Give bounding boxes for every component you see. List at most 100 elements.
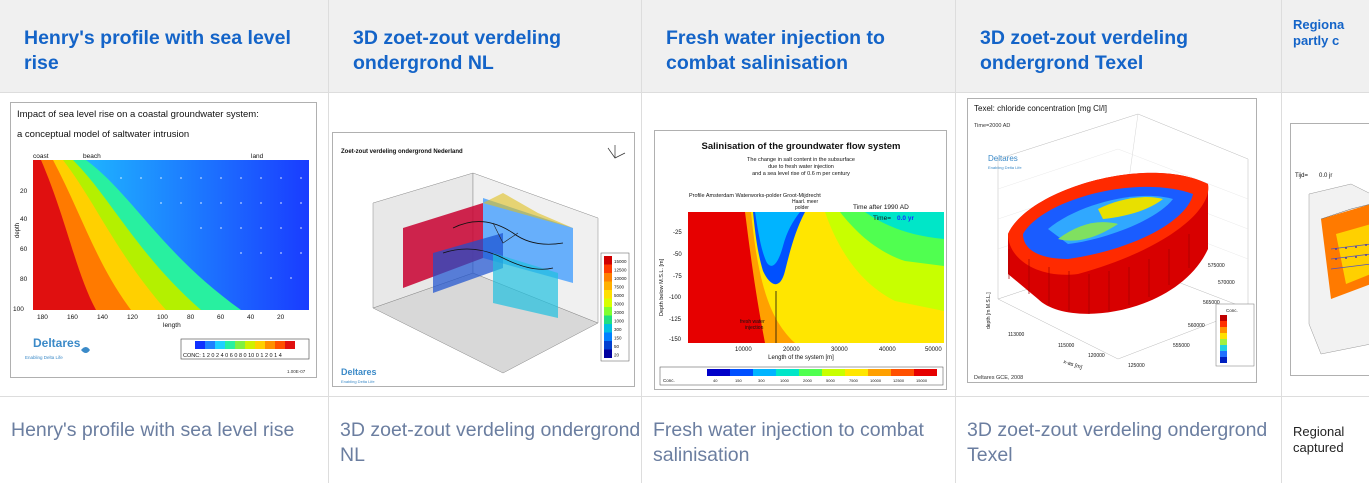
henry-caption: Henry's profile with sea level rise bbox=[11, 419, 295, 441]
conc-label: Conc. bbox=[663, 378, 675, 383]
legend-label: 7500 bbox=[614, 285, 625, 290]
texel-tick: 113000 bbox=[1008, 332, 1025, 338]
injection-title-link[interactable]: Fresh water injection to combat salinisa… bbox=[666, 27, 885, 74]
injection-xtick: 50000 bbox=[925, 347, 942, 353]
legend-label: 10000 bbox=[614, 276, 627, 281]
conc-value: 1000 bbox=[780, 378, 790, 383]
injection-ytick: -25 bbox=[673, 230, 682, 236]
regional-caption-line: Regional bbox=[1293, 424, 1345, 439]
nl-caption: 3D zoet-zout verdeling ondergrond NL bbox=[340, 419, 641, 466]
regional-time-value: 0.0 jr bbox=[1319, 173, 1332, 179]
henry-xtick: 80 bbox=[187, 314, 195, 321]
texel-conc-label: Conc. bbox=[1226, 308, 1238, 313]
conc-value: 12500 bbox=[893, 378, 905, 383]
injection-ytick: -100 bbox=[669, 295, 682, 301]
texel-3d-image[interactable]: Texel: chloride concentration [mg Cl/l] … bbox=[967, 98, 1257, 383]
column-header: 3D zoet-zout verdeling ondergrond NL bbox=[329, 0, 642, 93]
gallery-column-nl: 3D zoet-zout verdeling ondergrond NL Zoe… bbox=[329, 0, 642, 483]
henry-ytick: 40 bbox=[20, 216, 28, 223]
texel-tick: 560000 bbox=[1188, 323, 1205, 329]
henry-ytick: 20 bbox=[20, 188, 28, 195]
texel-tick: 125000 bbox=[1128, 363, 1145, 369]
injection-profile: Profile Amsterdam Waterworks-polder Groo… bbox=[689, 193, 821, 199]
injection-heading: Salinisation of the groundwater flow sys… bbox=[702, 141, 901, 152]
texel-time: Time=2000 AD bbox=[974, 123, 1010, 129]
regional-title-link[interactable]: Regiona partly c bbox=[1293, 17, 1369, 49]
conc-value: 7500 bbox=[849, 378, 859, 383]
henry-xtick: 40 bbox=[247, 314, 255, 321]
legend-label: 15000 bbox=[614, 259, 627, 264]
texel-xlabel: x-as [m] bbox=[1062, 359, 1083, 371]
nl-title-link[interactable]: 3D zoet-zout verdeling ondergrond NL bbox=[353, 27, 562, 74]
injection-image[interactable]: Salinisation of the groundwater flow sys… bbox=[654, 130, 947, 390]
regional-time-label: Tijd= bbox=[1295, 173, 1308, 179]
column-header: 3D zoet-zout verdeling ondergrond Texel bbox=[956, 0, 1282, 93]
legend-label: 300 bbox=[614, 327, 622, 332]
conc-value: 300 bbox=[758, 378, 765, 383]
injection-caption: Fresh water injection to combat salinisa… bbox=[653, 419, 924, 466]
henry-colorbar bbox=[195, 341, 295, 349]
regional-caption-line: captured bbox=[1293, 440, 1344, 455]
texel-footer: Deltares GCE, 2008 bbox=[974, 375, 1023, 381]
henry-xtick: 140 bbox=[97, 314, 108, 321]
injection-time-after: Time after 1990 AD bbox=[853, 204, 909, 211]
henry-title-link[interactable]: Henry's profile with sea level rise bbox=[24, 27, 291, 74]
texel-tick: 120000 bbox=[1088, 353, 1105, 359]
legend-label: 1000 bbox=[614, 319, 625, 324]
henry-heading-1: Impact of sea level rise on a coastal gr… bbox=[17, 109, 259, 120]
injection-sub3: and a sea level rise of 0.6 m per centur… bbox=[752, 171, 850, 177]
henry-ylabel: depth bbox=[15, 223, 21, 238]
image-cell: Tijd= 0.0 jr bbox=[1282, 93, 1369, 397]
deltares-tagline: Enabling Delta Life bbox=[341, 379, 375, 384]
texel-legend: Conc. bbox=[1215, 303, 1255, 367]
deltares-logo: Deltares bbox=[33, 336, 81, 350]
caption-cell: Fresh water injection to combat salinisa… bbox=[642, 397, 956, 483]
texel-heading: Texel: chloride concentration [mg Cl/l] bbox=[974, 104, 1107, 113]
nl-3d-image[interactable]: Zoet-zout verdeling ondergrond Nederland… bbox=[332, 132, 635, 387]
henry-xlabel: length bbox=[163, 322, 181, 329]
conc-value: 2000 bbox=[803, 378, 813, 383]
regional-image[interactable]: Tijd= 0.0 jr bbox=[1290, 123, 1369, 376]
haarl-label-1: Haarl. meer bbox=[792, 199, 818, 205]
legend-label: 2000 bbox=[614, 310, 625, 315]
top-label-beach: beach bbox=[83, 153, 101, 160]
henry-xtick: 60 bbox=[217, 314, 225, 321]
gallery-column-texel: 3D zoet-zout verdeling ondergrond Texel … bbox=[956, 0, 1282, 483]
column-header: Regiona partly c bbox=[1282, 0, 1369, 93]
image-cell: Zoet-zout verdeling ondergrond Nederland… bbox=[329, 93, 642, 397]
axis-orientation-icon bbox=[607, 145, 626, 159]
injection-time-label: Time= bbox=[873, 215, 891, 222]
injection-colorbar: Conc. 40 150 300 1000 2000 5000 7500 100… bbox=[659, 366, 944, 386]
henry-heading-2: a conceptual model of saltwater intrusio… bbox=[17, 129, 189, 140]
henry-conc-label: CONC: 1 2 0 2 4 0 6 0 8 0 10 0 1 2 0 1 4 bbox=[183, 353, 282, 359]
nl-heading: Zoet-zout verdeling ondergrond Nederland bbox=[341, 149, 463, 155]
henry-ytick: 60 bbox=[20, 246, 28, 253]
caption-cell: Henry's profile with sea level rise bbox=[0, 397, 329, 483]
regional-title-line: partly c bbox=[1293, 33, 1340, 48]
top-label-coast: coast bbox=[33, 153, 49, 160]
henry-xtick: 20 bbox=[277, 314, 285, 321]
injection-xtick: 10000 bbox=[735, 347, 752, 353]
image-cell: Salinisation of the groundwater flow sys… bbox=[642, 93, 956, 397]
injection-label-1: fresh water bbox=[740, 319, 765, 325]
legend-label: 50 bbox=[614, 344, 620, 349]
column-header: Fresh water injection to combat salinisa… bbox=[642, 0, 956, 93]
henry-xtick: 120 bbox=[127, 314, 138, 321]
image-cell: Texel: chloride concentration [mg Cl/l] … bbox=[956, 93, 1282, 397]
injection-sub1: The change in salt content in the subsur… bbox=[747, 157, 855, 163]
haarl-label-2: polder bbox=[795, 205, 809, 211]
conc-value: 5000 bbox=[826, 378, 836, 383]
injection-xtick: 30000 bbox=[831, 347, 848, 353]
texel-tick: 555000 bbox=[1173, 343, 1190, 349]
henry-xtick: 180 bbox=[37, 314, 48, 321]
conc-value: 150 bbox=[735, 378, 742, 383]
henry-ytick: 80 bbox=[20, 276, 28, 283]
legend-label: 20 bbox=[614, 353, 620, 358]
injection-ytick: -50 bbox=[673, 252, 682, 258]
conc-value: 15000 bbox=[916, 378, 928, 383]
texel-title-link[interactable]: 3D zoet-zout verdeling ondergrond Texel bbox=[980, 27, 1189, 74]
deltares-logo: Deltares bbox=[341, 367, 377, 377]
henry-profile-image[interactable]: Impact of sea level rise on a coastal gr… bbox=[10, 102, 317, 378]
caption-cell: Regional captured bbox=[1282, 397, 1369, 483]
